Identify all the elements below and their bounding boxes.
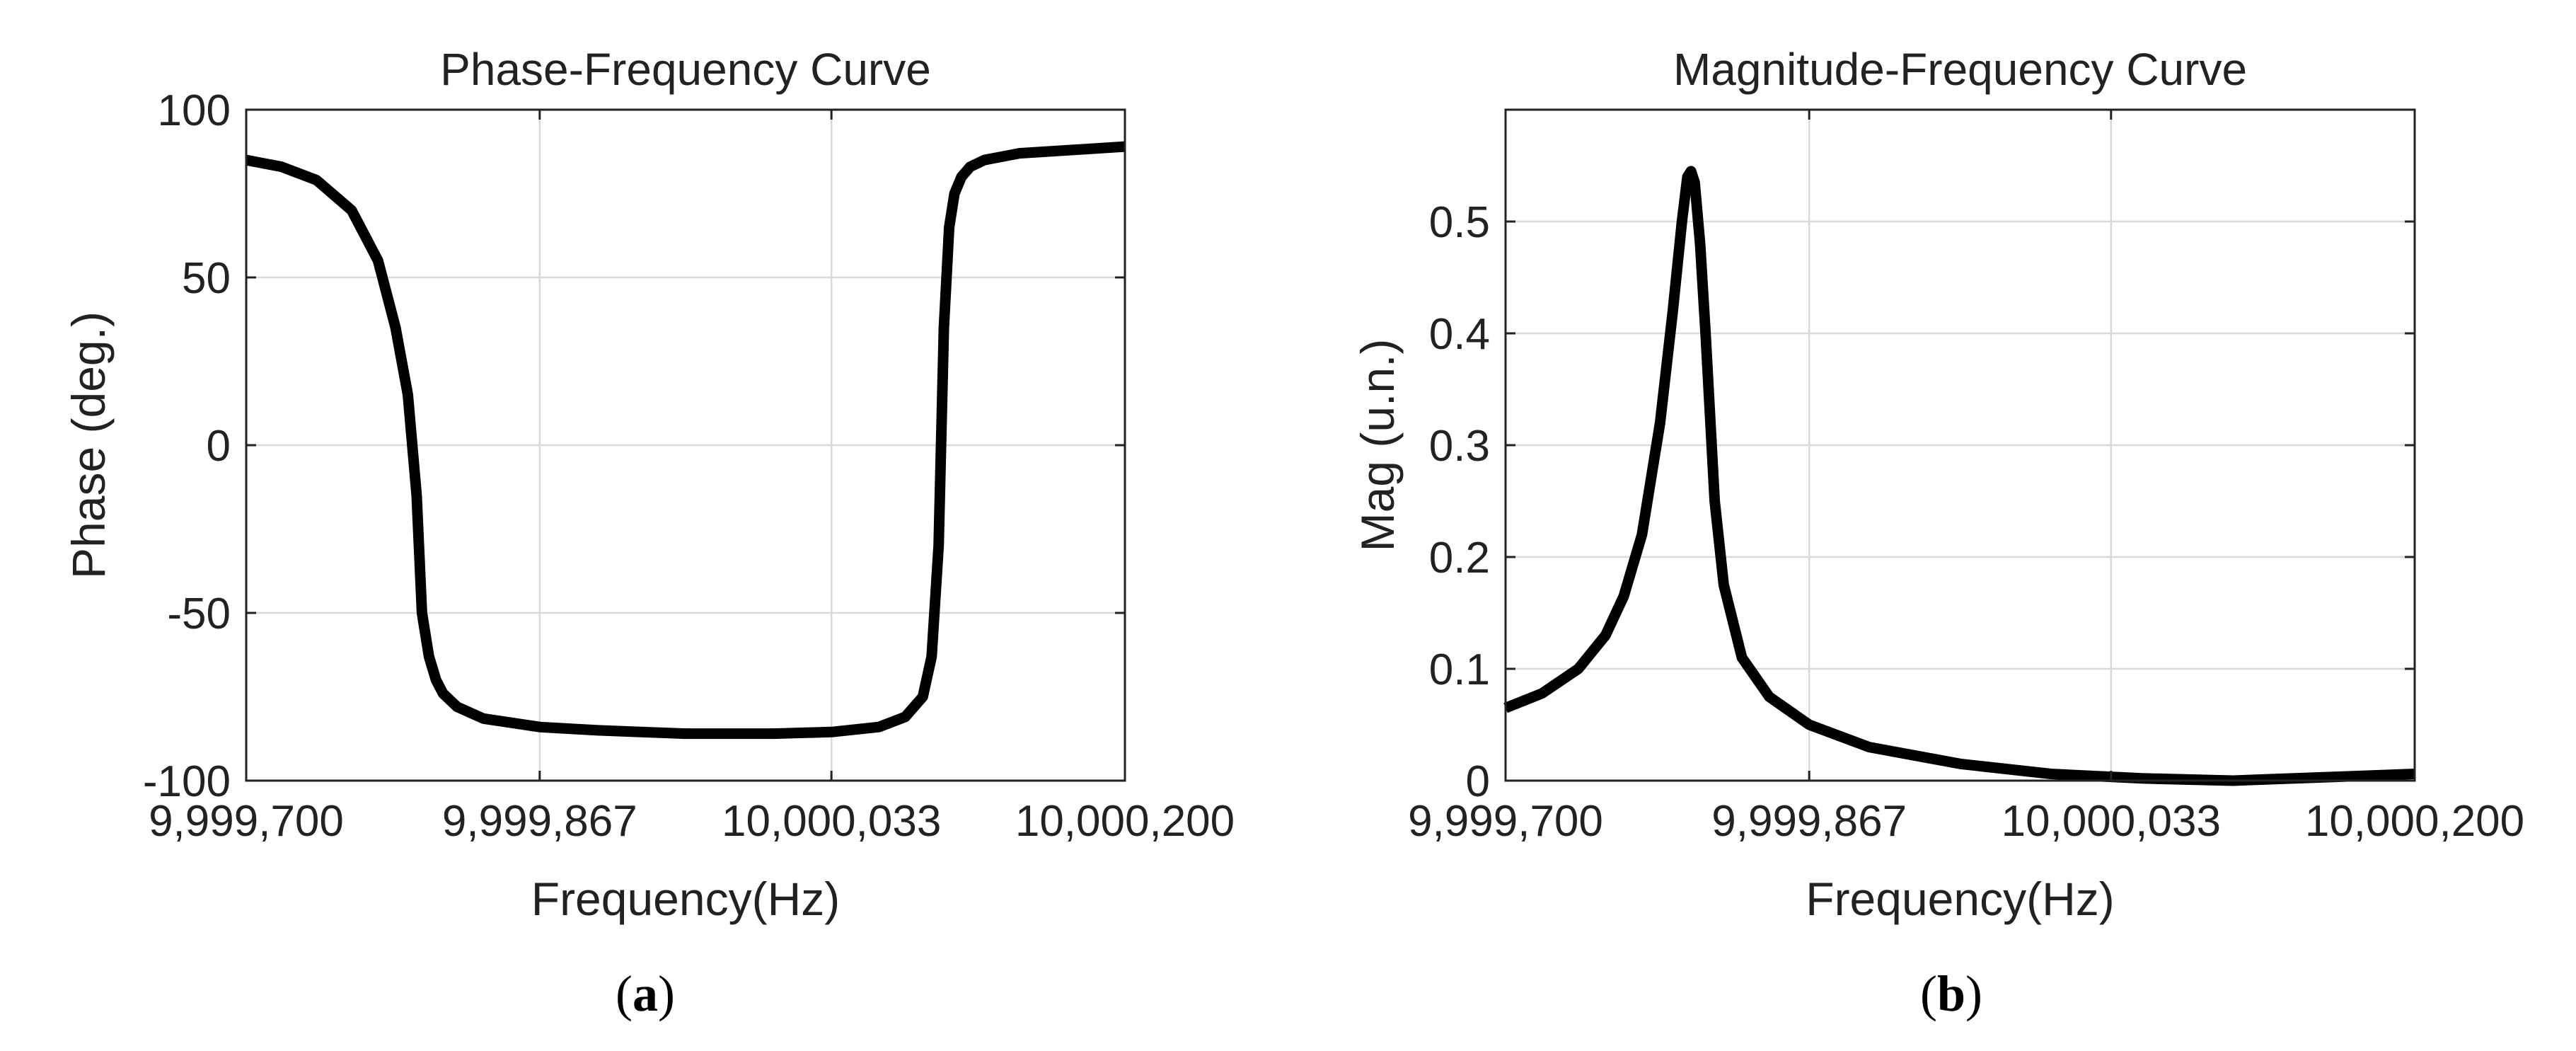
panel-label: (a) [616,965,675,1022]
panel-label-letter: a [633,965,658,1022]
x-tick-label: 9,999,700 [1408,797,1603,846]
x-tick-label: 10,000,200 [1015,797,1235,846]
panel-label-letter: b [1937,965,1965,1022]
y-tick-label: 100 [158,86,231,135]
panel-label-close: ) [658,965,675,1022]
panel-label: (b) [1920,965,1982,1022]
y-tick-label: -50 [167,590,231,638]
chart-title: Phase-Frequency Curve [440,44,931,95]
panel-label-open: ( [616,965,633,1022]
x-tick-label: 10,000,033 [2002,797,2221,846]
x-axis-label: Frequency(Hz) [531,873,840,925]
chart-title: Magnitude-Frequency Curve [1673,44,2247,95]
y-axis-label: Phase (deg.) [62,311,115,579]
x-tick-label: 9,999,867 [1711,797,1907,846]
y-tick-label: -100 [143,757,231,806]
y-axis-label: Mag (u.n.) [1351,339,1404,552]
x-tick-label: 10,000,033 [722,797,941,846]
magnitude-chart: 9,999,700 9,999,867 10,000,033 10,000,200 0 0… [1351,44,2524,1022]
x-tick-label: 10,000,200 [2305,797,2524,846]
panel-label-open: ( [1920,965,1937,1022]
x-axis-label: Frequency(Hz) [1806,873,2114,925]
series-line-phase [245,141,1126,740]
y-tick-label: 0.2 [1429,534,1490,582]
y-tick-label: 0.4 [1429,310,1490,359]
panel-label-close: ) [1965,965,1982,1022]
x-tick-label: 9,999,867 [442,797,637,846]
x-tick-label: 9,999,700 [149,797,344,846]
y-tick-label: 0.1 [1429,645,1490,694]
phase-chart: 9,999,700 9,999,867 10,000,033 10,000,200 -1… [62,44,1235,1022]
y-tick-label: 50 [182,254,231,303]
y-tick-label: 0.3 [1429,422,1490,471]
y-tick-label: 0 [207,422,231,471]
y-tick-label: 0.5 [1429,198,1490,247]
series-line-magnitude [1503,166,2415,786]
y-tick-label: 0 [1466,757,1490,806]
